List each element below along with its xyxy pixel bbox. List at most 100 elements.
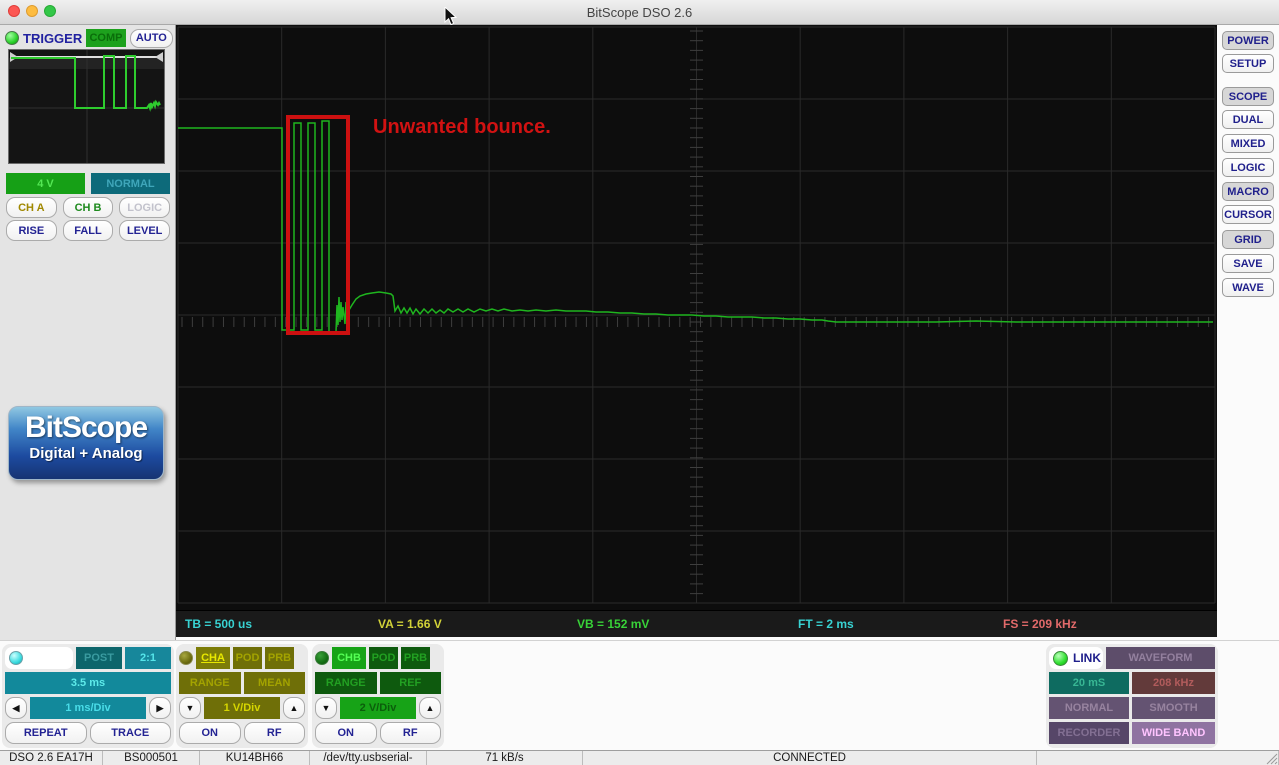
trigger-source-chb-button[interactable]: CH B — [62, 197, 114, 218]
voltage-a-readout: VA = 1.66 V — [378, 617, 442, 631]
channel-b-on-button[interactable]: ON — [315, 722, 377, 744]
trigger-comp-button[interactable]: COMP — [86, 29, 126, 47]
waveform-button[interactable]: WAVEFORM — [1106, 647, 1215, 669]
channel-a-group: CHA POD PRB RANGE MEAN ▼ 1 V/Div ▲ ON RF — [176, 644, 308, 748]
bottom-control-strip: POST 2:1 3.5 ms ◀ 1 ms/Div ▶ REPEAT TRAC… — [0, 640, 1279, 750]
channel-b-prb-button[interactable]: PRB — [401, 647, 430, 669]
zoom-button[interactable] — [44, 5, 56, 17]
measurement-bar: TB = 500 us VA = 1.66 V VB = 152 mV FT =… — [176, 610, 1217, 637]
link-rate-display[interactable]: 208 kHz — [1132, 672, 1215, 694]
channel-a-range-down-button[interactable]: ▼ — [179, 697, 201, 719]
status-port: /dev/tty.usbserial- — [310, 751, 427, 765]
channel-b-ref-button[interactable]: REF — [379, 672, 441, 694]
channel-a-on-button[interactable]: ON — [179, 722, 241, 744]
title-bar: BitScope DSO 2.6 — [0, 0, 1279, 26]
post-button[interactable]: POST — [76, 647, 122, 669]
close-button[interactable] — [8, 5, 20, 17]
channel-a-range-button[interactable]: RANGE — [179, 672, 241, 694]
cursor-button[interactable]: CURSOR — [1222, 205, 1274, 224]
minimize-button[interactable] — [26, 5, 38, 17]
trigger-auto-button[interactable]: AUTO — [129, 28, 173, 48]
channel-b-range-button[interactable]: RANGE — [315, 672, 377, 694]
save-button[interactable]: SAVE — [1222, 254, 1274, 273]
timebase-decrease-button[interactable]: ◀ — [5, 697, 27, 719]
macro-button[interactable]: MACRO — [1222, 182, 1274, 201]
grid-button[interactable]: GRID — [1222, 230, 1274, 249]
status-bar: DSO 2.6 EA17H BS000501 KU14BH66 /dev/tty… — [0, 750, 1279, 765]
trigger-level-row: 4 V NORMAL — [6, 173, 170, 194]
ratio-button[interactable]: 2:1 — [125, 647, 171, 669]
trigger-rise-button[interactable]: RISE — [6, 220, 57, 241]
normal-mode-button[interactable]: NORMAL — [1049, 697, 1129, 719]
trigger-source-logic-button[interactable]: LOGIC — [119, 197, 171, 218]
window-title: BitScope DSO 2.6 — [586, 5, 693, 20]
status-connection: CONNECTED — [583, 751, 1037, 765]
channel-a-prb-button[interactable]: PRB — [265, 647, 294, 669]
mixed-button[interactable]: MIXED — [1222, 134, 1274, 153]
trigger-led-icon — [5, 31, 19, 45]
channel-a-per-div-display[interactable]: 1 V/Div — [204, 697, 280, 719]
timebase-span-display[interactable]: 3.5 ms — [5, 672, 171, 694]
channel-b-rf-button[interactable]: RF — [379, 722, 441, 744]
repeat-button[interactable]: REPEAT — [5, 722, 87, 744]
status-data-rate: 71 kB/s — [427, 751, 583, 765]
status-device-id: KU14BH66 — [200, 751, 310, 765]
wide-band-button[interactable]: WIDE BAND — [1132, 722, 1215, 744]
timebase-status-field — [5, 647, 73, 669]
trigger-fall-button[interactable]: FALL — [62, 220, 114, 241]
preview-trace — [11, 55, 161, 112]
link-group: LINK WAVEFORM 20 mS 208 kHz NORMAL SMOOT… — [1046, 644, 1218, 748]
channel-a-range-up-button[interactable]: ▲ — [283, 697, 305, 719]
status-version: DSO 2.6 EA17H — [0, 751, 103, 765]
channel-a-pod-button[interactable]: POD — [233, 647, 262, 669]
trigger-preview[interactable] — [8, 49, 165, 164]
link-label: LINK — [1073, 651, 1101, 665]
timebase-increase-button[interactable]: ▶ — [149, 697, 171, 719]
slider-right-handle-icon[interactable] — [155, 52, 163, 62]
channel-b-range-up-button[interactable]: ▲ — [419, 697, 441, 719]
logo-subtitle: Digital + Analog — [29, 445, 143, 462]
channel-b-per-div-display[interactable]: 2 V/Div — [340, 697, 416, 719]
channel-a-mean-button[interactable]: MEAN — [243, 672, 305, 694]
timebase-led-icon — [9, 651, 23, 665]
annotation-box — [286, 115, 350, 335]
trigger-source-row: CH A CH B LOGIC — [6, 197, 171, 218]
channel-b-led-icon — [315, 651, 329, 665]
link-time-display[interactable]: 20 mS — [1049, 672, 1129, 694]
status-serial: BS000501 — [103, 751, 200, 765]
channel-b-range-down-button[interactable]: ▼ — [315, 697, 337, 719]
frame-time-readout: FT = 2 ms — [798, 617, 854, 631]
status-spacer — [1037, 751, 1279, 765]
setup-button[interactable]: SETUP — [1222, 54, 1274, 73]
trigger-level-edge-button[interactable]: LEVEL — [119, 220, 171, 241]
channel-b-pod-button[interactable]: POD — [369, 647, 398, 669]
logo-title: BitScope — [24, 411, 148, 444]
trigger-mode-button[interactable]: NORMAL — [91, 173, 170, 194]
dual-button[interactable]: DUAL — [1222, 110, 1274, 129]
recorder-button[interactable]: RECORDER — [1049, 722, 1129, 744]
main-menu-panel: POWER SETUP SCOPE DUAL MIXED LOGIC MACRO… — [1217, 25, 1279, 640]
wave-button[interactable]: WAVE — [1222, 278, 1274, 297]
scope-button[interactable]: SCOPE — [1222, 87, 1274, 106]
trace-button[interactable]: TRACE — [89, 722, 171, 744]
trigger-header: TRIGGER COMP AUTO — [5, 28, 173, 48]
waveform-trace — [178, 120, 1213, 333]
power-button[interactable]: POWER — [1222, 31, 1274, 50]
mouse-cursor-icon — [444, 7, 458, 26]
timebase-readout: TB = 500 us — [185, 617, 253, 631]
resize-grip[interactable] — [1265, 752, 1278, 765]
bitscope-logo: BitScope Digital + Analog — [8, 406, 164, 480]
trigger-source-cha-button[interactable]: CH A — [6, 197, 57, 218]
trigger-panel: TRIGGER COMP AUTO 4 V NORMAL CH A CH B L… — [0, 25, 176, 640]
channel-a-rf-button[interactable]: RF — [243, 722, 305, 744]
channel-b-button[interactable]: CHB — [332, 647, 366, 669]
logic-button[interactable]: LOGIC — [1222, 158, 1274, 177]
trigger-level-button[interactable]: 4 V — [6, 173, 85, 194]
scope-display[interactable]: Unwanted bounce. TB = 500 us VA = 1.66 V… — [176, 25, 1217, 637]
trigger-edge-row: RISE FALL LEVEL — [6, 220, 171, 241]
timebase-per-div-display[interactable]: 1 ms/Div — [30, 697, 146, 719]
smooth-mode-button[interactable]: SMOOTH — [1132, 697, 1215, 719]
channel-a-button[interactable]: CHA — [196, 647, 230, 669]
channel-b-group: CHB POD PRB RANGE REF ▼ 2 V/Div ▲ ON RF — [312, 644, 444, 748]
